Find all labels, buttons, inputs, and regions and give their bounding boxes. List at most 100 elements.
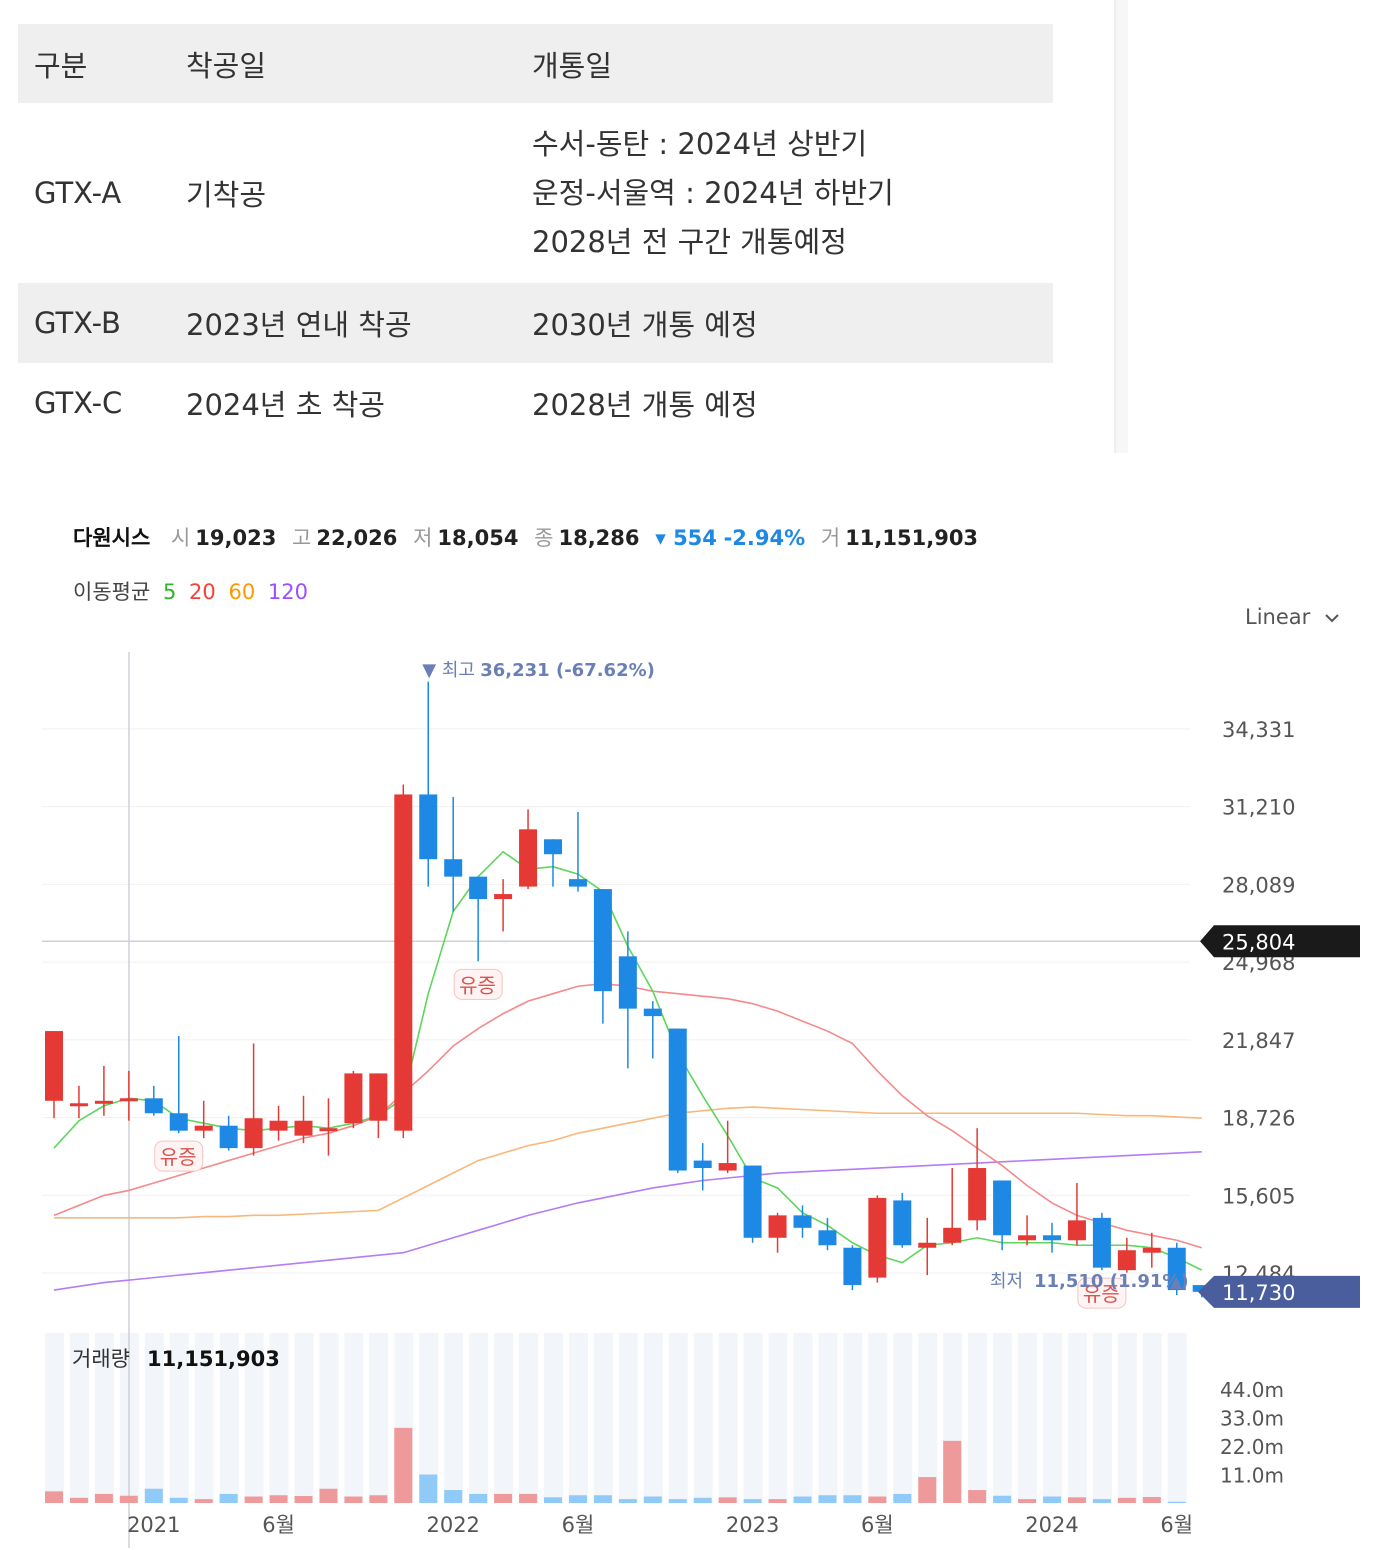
candle-body[interactable] bbox=[269, 1120, 288, 1131]
volume-bar[interactable] bbox=[1067, 1497, 1086, 1503]
candle-body[interactable] bbox=[494, 894, 513, 900]
volume-bar[interactable] bbox=[893, 1493, 912, 1503]
volume-bar[interactable] bbox=[993, 1495, 1012, 1503]
candle-body[interactable] bbox=[444, 859, 463, 877]
candle-body[interactable] bbox=[643, 1008, 662, 1017]
candle-body[interactable] bbox=[1117, 1250, 1136, 1271]
candle-body[interactable] bbox=[1018, 1235, 1037, 1241]
candle-body[interactable] bbox=[144, 1098, 163, 1114]
volume-bar[interactable] bbox=[194, 1499, 213, 1503]
event-badge[interactable] bbox=[453, 968, 503, 1000]
volume-bar[interactable] bbox=[818, 1495, 837, 1503]
candle-body[interactable] bbox=[1043, 1235, 1061, 1241]
candle-body[interactable] bbox=[469, 876, 488, 900]
volume-bar[interactable] bbox=[119, 1495, 138, 1503]
volume-bar[interactable] bbox=[69, 1497, 88, 1503]
candle-body[interactable] bbox=[568, 879, 587, 887]
volume-bar[interactable] bbox=[544, 1497, 562, 1503]
volume-bar[interactable] bbox=[419, 1474, 438, 1504]
candle-body[interactable] bbox=[993, 1180, 1012, 1236]
event-badge[interactable] bbox=[154, 1140, 204, 1172]
candle-body[interactable] bbox=[1067, 1220, 1086, 1241]
candle-body[interactable] bbox=[69, 1103, 88, 1107]
volume-bar[interactable] bbox=[693, 1497, 712, 1503]
volume-bar[interactable] bbox=[943, 1440, 962, 1503]
candle-body[interactable] bbox=[743, 1165, 762, 1238]
event-badge[interactable] bbox=[1077, 1277, 1127, 1309]
volume-bar[interactable] bbox=[718, 1497, 737, 1503]
volume-bar[interactable] bbox=[1043, 1496, 1061, 1503]
volume-bar[interactable] bbox=[444, 1490, 463, 1503]
candle-body[interactable] bbox=[544, 839, 562, 855]
candle-body[interactable] bbox=[668, 1028, 687, 1171]
candle-body[interactable] bbox=[1167, 1247, 1186, 1291]
stock-name[interactable]: 다원시스 bbox=[73, 526, 151, 550]
candle-body[interactable] bbox=[693, 1160, 712, 1169]
candle-body[interactable] bbox=[1142, 1247, 1161, 1253]
candle-body[interactable] bbox=[868, 1197, 887, 1278]
volume-bar[interactable] bbox=[394, 1427, 413, 1503]
volume-bar[interactable] bbox=[568, 1495, 587, 1503]
candle-body[interactable] bbox=[843, 1247, 862, 1286]
volume-bar[interactable] bbox=[45, 1491, 63, 1503]
volume-bar[interactable] bbox=[918, 1477, 937, 1503]
candle-body[interactable] bbox=[918, 1242, 937, 1248]
volume-bar[interactable] bbox=[743, 1499, 762, 1503]
volume-bar[interactable] bbox=[868, 1496, 887, 1503]
candle-body[interactable] bbox=[419, 794, 438, 860]
volume-bar[interactable] bbox=[1018, 1499, 1037, 1503]
volume-bar[interactable] bbox=[269, 1495, 288, 1503]
candle-body[interactable] bbox=[369, 1073, 388, 1121]
volume-bar[interactable] bbox=[294, 1496, 313, 1503]
volume-bar[interactable] bbox=[668, 1499, 687, 1503]
candle-body[interactable] bbox=[893, 1200, 912, 1246]
volume-bar[interactable] bbox=[244, 1496, 263, 1503]
candle-body[interactable] bbox=[94, 1100, 113, 1104]
volume-bar[interactable] bbox=[768, 1499, 787, 1503]
volume-bar[interactable] bbox=[319, 1488, 338, 1503]
candle-body[interactable] bbox=[519, 829, 538, 887]
ma20-legend[interactable]: 20 bbox=[189, 580, 216, 604]
candle-body[interactable] bbox=[618, 956, 637, 1009]
volume-bar[interactable] bbox=[94, 1493, 113, 1503]
volume-bar[interactable] bbox=[968, 1490, 987, 1503]
volume-bar[interactable] bbox=[1117, 1497, 1136, 1503]
candle-body[interactable] bbox=[219, 1125, 238, 1149]
volume-bar[interactable] bbox=[494, 1493, 513, 1503]
candle-body[interactable] bbox=[718, 1163, 737, 1171]
volume-bar[interactable] bbox=[169, 1497, 188, 1503]
candle-body[interactable] bbox=[768, 1215, 787, 1238]
candle-body[interactable] bbox=[244, 1118, 263, 1149]
volume-bar[interactable] bbox=[643, 1496, 662, 1503]
candle-body[interactable] bbox=[1092, 1217, 1111, 1268]
volume-bar[interactable] bbox=[793, 1496, 812, 1503]
candle-body[interactable] bbox=[394, 794, 413, 1131]
volume-bar[interactable] bbox=[369, 1495, 388, 1503]
candle-body[interactable] bbox=[319, 1128, 338, 1132]
volume-bar[interactable] bbox=[618, 1499, 637, 1503]
ma5-legend[interactable]: 5 bbox=[162, 580, 177, 604]
volume-bar[interactable] bbox=[219, 1493, 238, 1503]
ma60-legend[interactable]: 60 bbox=[228, 580, 256, 604]
volume-bar[interactable] bbox=[469, 1493, 488, 1503]
volume-bar[interactable] bbox=[1142, 1497, 1161, 1503]
candle-body[interactable] bbox=[119, 1098, 138, 1102]
candle-body[interactable] bbox=[968, 1168, 987, 1221]
volume-bar[interactable] bbox=[843, 1495, 862, 1503]
candle-body[interactable] bbox=[194, 1125, 213, 1131]
volume-bar[interactable] bbox=[144, 1488, 163, 1503]
candle-body[interactable] bbox=[45, 1031, 63, 1101]
candle-body[interactable] bbox=[943, 1227, 962, 1243]
scale-dropdown[interactable]: Linear bbox=[1245, 605, 1341, 629]
ma120-legend[interactable]: 120 bbox=[267, 580, 308, 604]
candle-body[interactable] bbox=[344, 1073, 363, 1124]
volume-bar[interactable] bbox=[519, 1493, 538, 1503]
candle-body[interactable] bbox=[593, 889, 612, 992]
candle-body[interactable] bbox=[818, 1230, 837, 1246]
candle-body[interactable] bbox=[169, 1113, 188, 1131]
volume-bar[interactable] bbox=[593, 1495, 612, 1503]
candle-body[interactable] bbox=[294, 1120, 313, 1136]
volume-bar[interactable] bbox=[1167, 1501, 1186, 1503]
candle-body[interactable] bbox=[793, 1215, 812, 1228]
